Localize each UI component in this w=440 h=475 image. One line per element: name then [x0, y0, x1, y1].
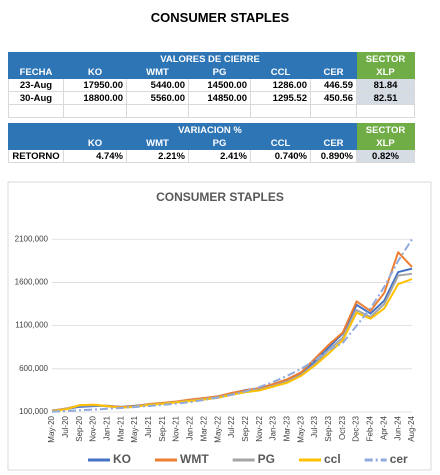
table-cell: PG [188, 65, 251, 79]
data-row: RETORNO 4.74% 2.21% 2.41% 0.740% 0.890% 0.82% [8, 149, 415, 163]
group-header-row: VARIACION % SECTOR [8, 123, 415, 137]
table-cell: 0.890% [310, 149, 357, 163]
x-tick-label: Sep-22 [241, 415, 250, 441]
x-tick-label: Nov-22 [255, 415, 264, 441]
x-tick-label: Mar-22 [199, 415, 208, 441]
table-cell: 82.51 [356, 91, 415, 105]
table-cell [8, 52, 64, 66]
table-cell: XLP [356, 65, 415, 79]
legend-label: cer [390, 452, 408, 466]
table-cell: KO [63, 136, 127, 150]
y-tick-label: 600,000 [19, 364, 48, 373]
table-cell [356, 104, 415, 118]
y-tick-label: 1100,000 [15, 321, 48, 330]
table-cell [8, 123, 64, 137]
x-tick-label: Jan-22 [186, 415, 195, 440]
line-series [51, 238, 413, 413]
table-variacion: VARIACION % SECTOR KO WMT PG CCL CER XLP RETORN… [8, 123, 415, 163]
x-tick-label: Sep-20 [75, 415, 84, 441]
y-tick-label: 100,000 [19, 407, 48, 416]
x-tick-label: Feb-24 [366, 415, 375, 441]
empty-row [8, 104, 415, 118]
column-header-row: KO WMT PG CCL CER XLP [8, 136, 415, 150]
x-tick-label: Jun-24 [393, 415, 402, 440]
x-tick-label: Apr-24 [379, 415, 388, 440]
x-tick-label: Sep-21 [158, 415, 167, 441]
x-tick-label: Sep-23 [324, 415, 333, 441]
data-row: 23-Aug 17950.00 5440.00 14500.00 1286.00 446.… [8, 78, 415, 92]
x-tick-label: Mar-21 [116, 415, 125, 441]
table-cell: CCL [250, 136, 311, 150]
chart-title: CONSUMER STAPLES [156, 190, 284, 204]
page-title: CONSUMER STAPLES [150, 10, 290, 25]
x-tick-label: Jul-20 [61, 415, 70, 437]
x-tick-label: Oct-23 [338, 415, 347, 440]
x-tick-label: Nov-20 [89, 415, 98, 441]
y-tick-label: 1600,000 [15, 278, 49, 287]
x-tick-label: Jul-22 [227, 415, 236, 437]
x-tick-label: May-20 [47, 415, 56, 442]
table-cell: 81.84 [356, 78, 415, 92]
table-cell: RETORNO [8, 149, 64, 163]
x-tick-label: Jul-21 [144, 415, 153, 437]
x-tick-label: Jan-23 [269, 415, 278, 440]
x-tick-label: Aug-24 [407, 415, 416, 441]
legend-label: ccl [324, 452, 341, 466]
x-tick-label: May-22 [213, 415, 222, 442]
data-row: 30-Aug 18800.00 5560.00 14850.00 1295.52 450.… [8, 91, 415, 105]
table-cell: CER [310, 136, 357, 150]
table-cell [8, 136, 64, 150]
x-tick-label: Dec-23 [352, 415, 361, 441]
table-cell: CER [310, 65, 357, 79]
table-cierre: VALORES DE CIERRE SECTOR FECHA KO WMT PG CCL CE… [8, 52, 415, 118]
legend-label: PG [258, 452, 275, 466]
x-tick-label: Jul-23 [310, 415, 319, 437]
x-tick-label: May-23 [296, 415, 305, 442]
x-tick-label: May-21 [130, 415, 139, 442]
legend-label: WMT [180, 452, 209, 466]
table-cell: FECHA [8, 65, 64, 79]
legend-label: KO [113, 452, 131, 466]
y-tick-label: 2100,000 [15, 234, 49, 243]
table-cell: 0.82% [356, 149, 415, 163]
table-cell: WMT [126, 136, 189, 150]
x-tick-label: Jan-21 [102, 415, 111, 440]
x-tick-label: Mar-23 [282, 415, 291, 441]
table-cell: KO [63, 65, 127, 79]
x-tick-label: Nov-21 [172, 415, 181, 441]
